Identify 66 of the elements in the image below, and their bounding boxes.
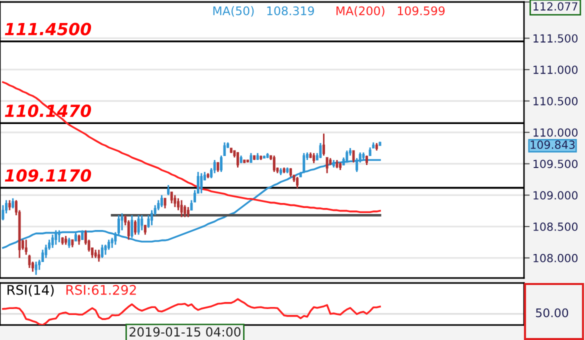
candlestick	[130, 214, 134, 239]
ref-line-label: 109.1170	[4, 169, 92, 182]
series-label: RSI:61.292	[66, 284, 136, 295]
y-tick-label: 110.500	[534, 96, 578, 106]
candlestick	[174, 194, 176, 208]
candlestick	[34, 260, 38, 276]
candlestick	[54, 230, 58, 246]
candlestick	[180, 199, 183, 218]
candlestick	[8, 199, 11, 211]
candlestick	[236, 152, 240, 168]
y-tick-label: 109.000	[534, 191, 578, 200]
candlestick	[140, 214, 144, 232]
candlestick	[296, 176, 299, 190]
candlestick	[134, 219, 137, 236]
candlestick	[81, 230, 84, 240]
candlestick	[365, 154, 368, 166]
line-series	[2, 81, 381, 213]
y-tick-label: 111.000	[534, 66, 578, 74]
text: MA(50) 108.319	[213, 6, 314, 17]
candlestick	[326, 156, 328, 174]
text: 50.00	[536, 308, 568, 318]
candlestick	[44, 244, 48, 259]
candlestick	[250, 152, 252, 164]
candlestick	[150, 209, 154, 226]
candlestick	[147, 214, 150, 229]
candlestick	[213, 159, 216, 174]
chart-title: RSI(14)	[8, 284, 54, 296]
candlestick	[184, 204, 186, 218]
y-tick-label: 108.000	[534, 254, 578, 262]
candlestick	[100, 244, 104, 259]
candlestick	[272, 154, 276, 173]
y-tick-label: 112.077	[534, 2, 578, 11]
y-tick-label: 110.000	[534, 128, 578, 137]
candlestick	[98, 248, 100, 262]
candlestick	[322, 132, 326, 156]
candlestick	[216, 162, 220, 173]
candlestick	[108, 238, 110, 251]
candlestick	[157, 199, 160, 211]
candlestick	[104, 244, 107, 256]
candlestick	[319, 142, 322, 159]
candlestick	[12, 198, 14, 210]
candlestick	[127, 219, 130, 240]
candlestick	[24, 238, 28, 256]
candlestick	[186, 206, 190, 218]
y-tick-label: 108.500	[534, 222, 578, 231]
ref-line-label: 111.4500	[4, 22, 92, 36]
candlestick	[58, 230, 60, 243]
candlestick	[312, 152, 316, 164]
candlestick	[78, 234, 80, 246]
candlestick	[2, 204, 4, 222]
candlestick	[167, 184, 170, 196]
text: MA(200) 109.599	[336, 6, 445, 17]
candlestick	[68, 237, 70, 249]
y-tick-label: 109.500	[534, 160, 578, 168]
candlestick	[200, 172, 203, 194]
candlestick	[137, 214, 140, 236]
candlestick	[144, 224, 146, 236]
candlestick	[164, 198, 166, 210]
candlestick	[160, 194, 163, 208]
candlestick	[28, 254, 31, 269]
candlestick	[170, 191, 173, 204]
y-tick-label: 111.500	[534, 34, 578, 43]
text: 2019-01-15 04:00	[130, 327, 240, 337]
candlestick	[352, 150, 355, 164]
text: 109.843	[530, 140, 575, 149]
candlestick	[120, 212, 124, 232]
